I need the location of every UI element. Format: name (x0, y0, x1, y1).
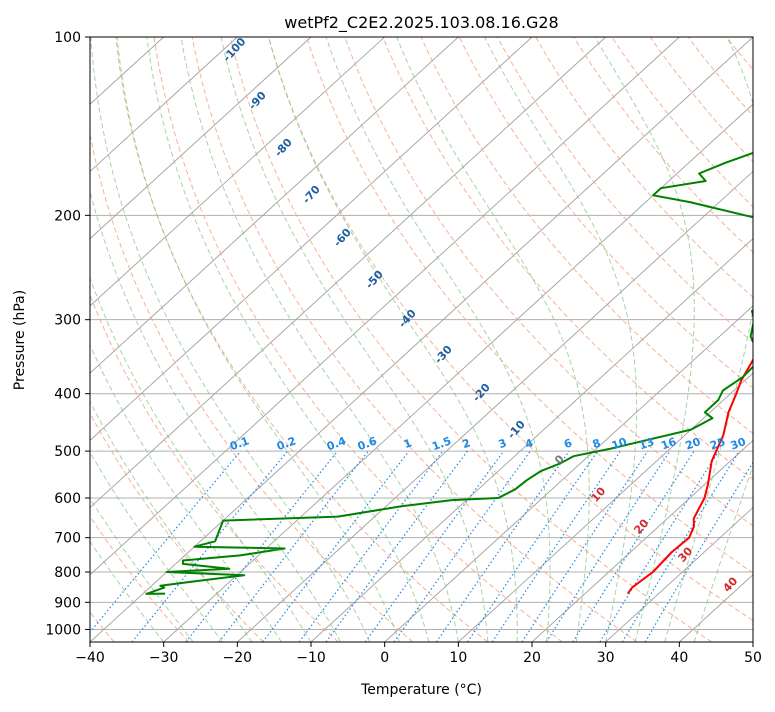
x-tick-label: 10 (449, 650, 467, 666)
y-tick-label: 800 (54, 565, 81, 581)
y-tick-label: 400 (54, 387, 81, 403)
x-tick-label: −40 (75, 650, 105, 666)
x-tick-label: 30 (597, 650, 615, 666)
chart-title: wetPf2_C2E2.2025.103.08.16.G28 (284, 13, 558, 33)
x-axis-label: Temperature (°C) (360, 682, 482, 698)
y-tick-label: 900 (54, 595, 81, 611)
y-tick-label: 300 (54, 313, 81, 329)
x-tick-label: 40 (670, 650, 688, 666)
x-tick-label: −10 (296, 650, 326, 666)
y-tick-label: 100 (54, 30, 81, 46)
y-axis-label: Pressure (hPa) (12, 290, 28, 390)
x-tick-label: 20 (523, 650, 541, 666)
y-tick-label: 700 (54, 531, 81, 547)
y-tick-label: 200 (54, 208, 81, 224)
x-tick-label: 0 (380, 650, 389, 666)
y-tick-label: 500 (54, 444, 81, 460)
y-tick-label: 600 (54, 491, 81, 507)
x-tick-label: −30 (149, 650, 179, 666)
x-tick-label: 50 (744, 650, 762, 666)
y-tick-label: 1000 (45, 622, 81, 638)
x-tick-label: −20 (223, 650, 253, 666)
